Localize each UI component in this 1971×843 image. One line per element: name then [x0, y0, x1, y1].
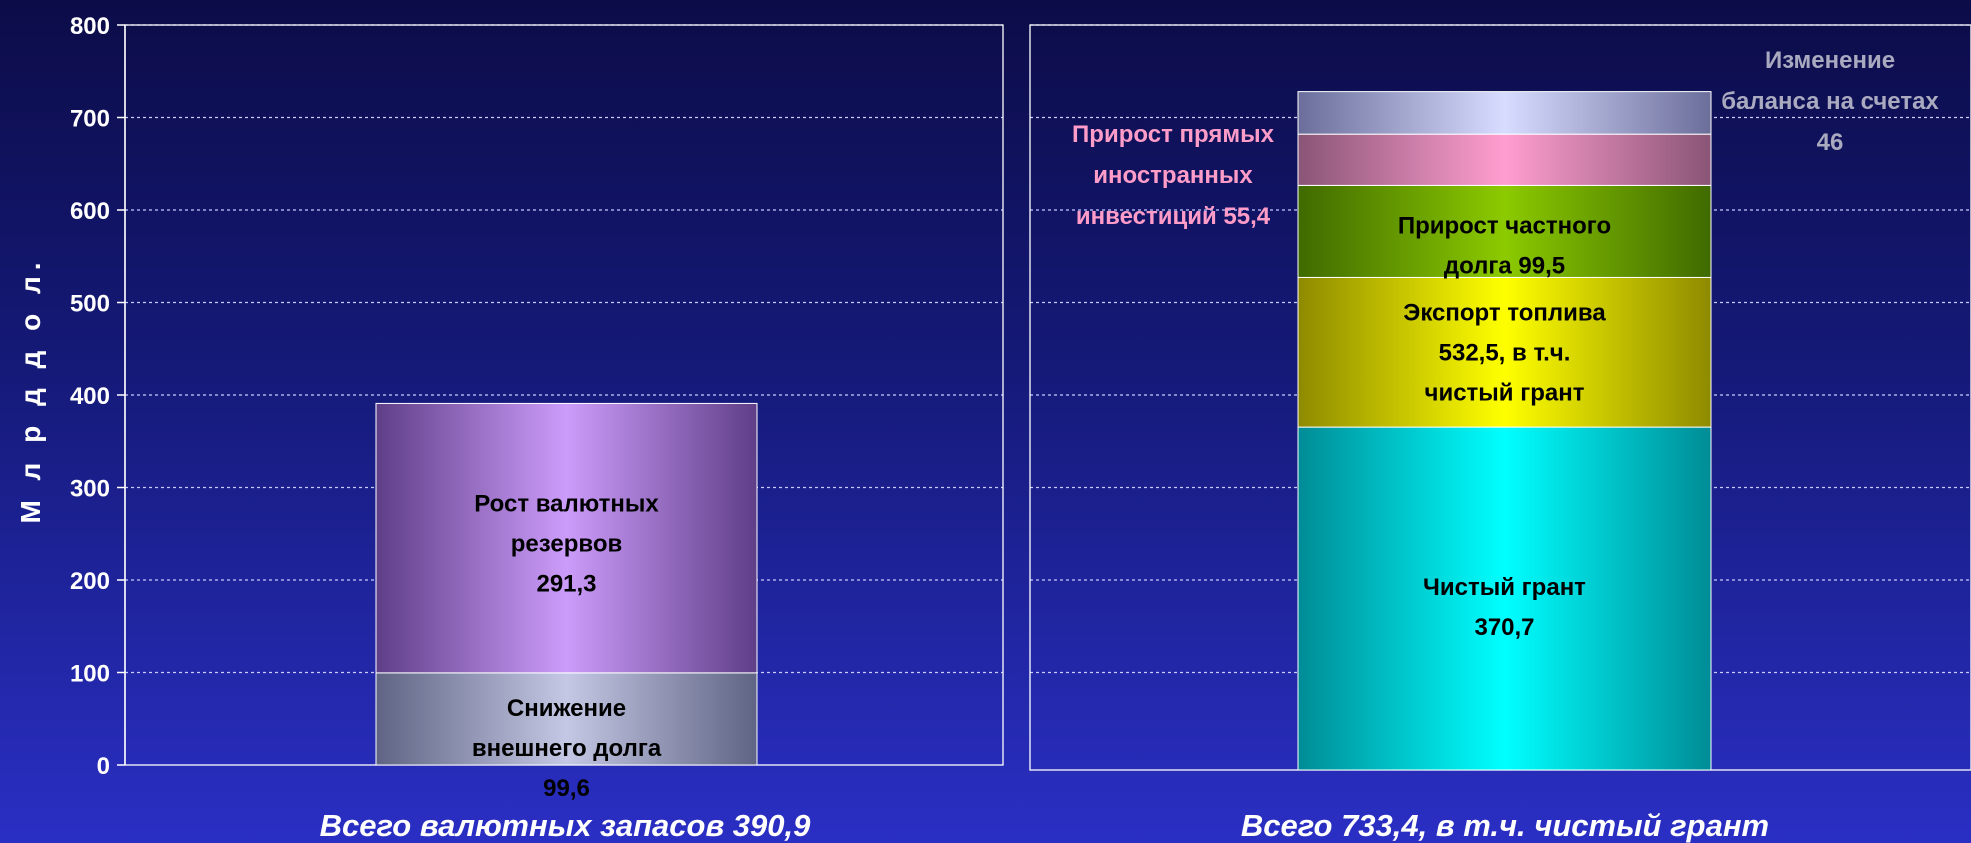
segment-label: чистый грант — [1425, 379, 1585, 406]
segment-label: Снижение — [507, 695, 626, 722]
side-label: Прирост прямых — [1072, 121, 1275, 148]
y-tick-label: 400 — [70, 383, 110, 410]
segment-label: Экспорт топлива — [1403, 299, 1606, 326]
bar-segment — [1297, 91, 1712, 135]
segment-label: 99,6 — [543, 775, 590, 802]
y-axis: 0 100 200 300 400 500 600 700 800 — [70, 13, 126, 780]
segment-label: резервов — [511, 530, 622, 557]
y-tick-label: 0 — [97, 753, 110, 780]
bar-segment — [1297, 276, 1712, 428]
side-label: иностранных — [1093, 162, 1253, 189]
segment-labels: Снижение внешнего долга 99,6 Рост валютных р… — [472, 47, 1940, 802]
side-label: 46 — [1817, 129, 1844, 156]
y-tick-label: 200 — [70, 568, 110, 595]
y-tick-label: 600 — [70, 198, 110, 225]
y-tick-label: 100 — [70, 661, 110, 688]
segment-label: долга 99,5 — [1444, 252, 1565, 279]
side-label: баланса на счетах — [1721, 88, 1939, 115]
side-label: инвестиций 55,4 — [1076, 203, 1271, 230]
caption-right: Всего 733,4, в т.ч. чистый грант — [1241, 808, 1769, 843]
y-axis-label: М л р д д о л. — [15, 256, 46, 523]
segment-label: Чистый грант — [1423, 574, 1586, 601]
bar-segment — [1297, 426, 1712, 771]
side-label: Изменение — [1765, 47, 1895, 74]
y-tick-label: 800 — [70, 13, 110, 40]
bar-segment — [375, 402, 758, 674]
segment-label: 532,5, в т.ч. — [1439, 339, 1571, 366]
segment-label: Рост валютных — [474, 490, 659, 517]
bar-segment — [1297, 184, 1712, 278]
segment-label: 370,7 — [1474, 614, 1534, 641]
bars — [375, 91, 1712, 771]
y-tick-label: 300 — [70, 476, 110, 503]
segment-label: Прирост частного — [1398, 212, 1611, 239]
caption-left: Всего валютных запасов 390,9 — [320, 808, 812, 843]
bar-segment — [375, 672, 758, 766]
y-tick-label: 700 — [70, 106, 110, 133]
y-tick-label: 500 — [70, 291, 110, 318]
segment-label: 291,3 — [536, 570, 596, 597]
bar-segment — [1297, 133, 1712, 186]
segment-label: внешнего долга — [472, 735, 662, 762]
